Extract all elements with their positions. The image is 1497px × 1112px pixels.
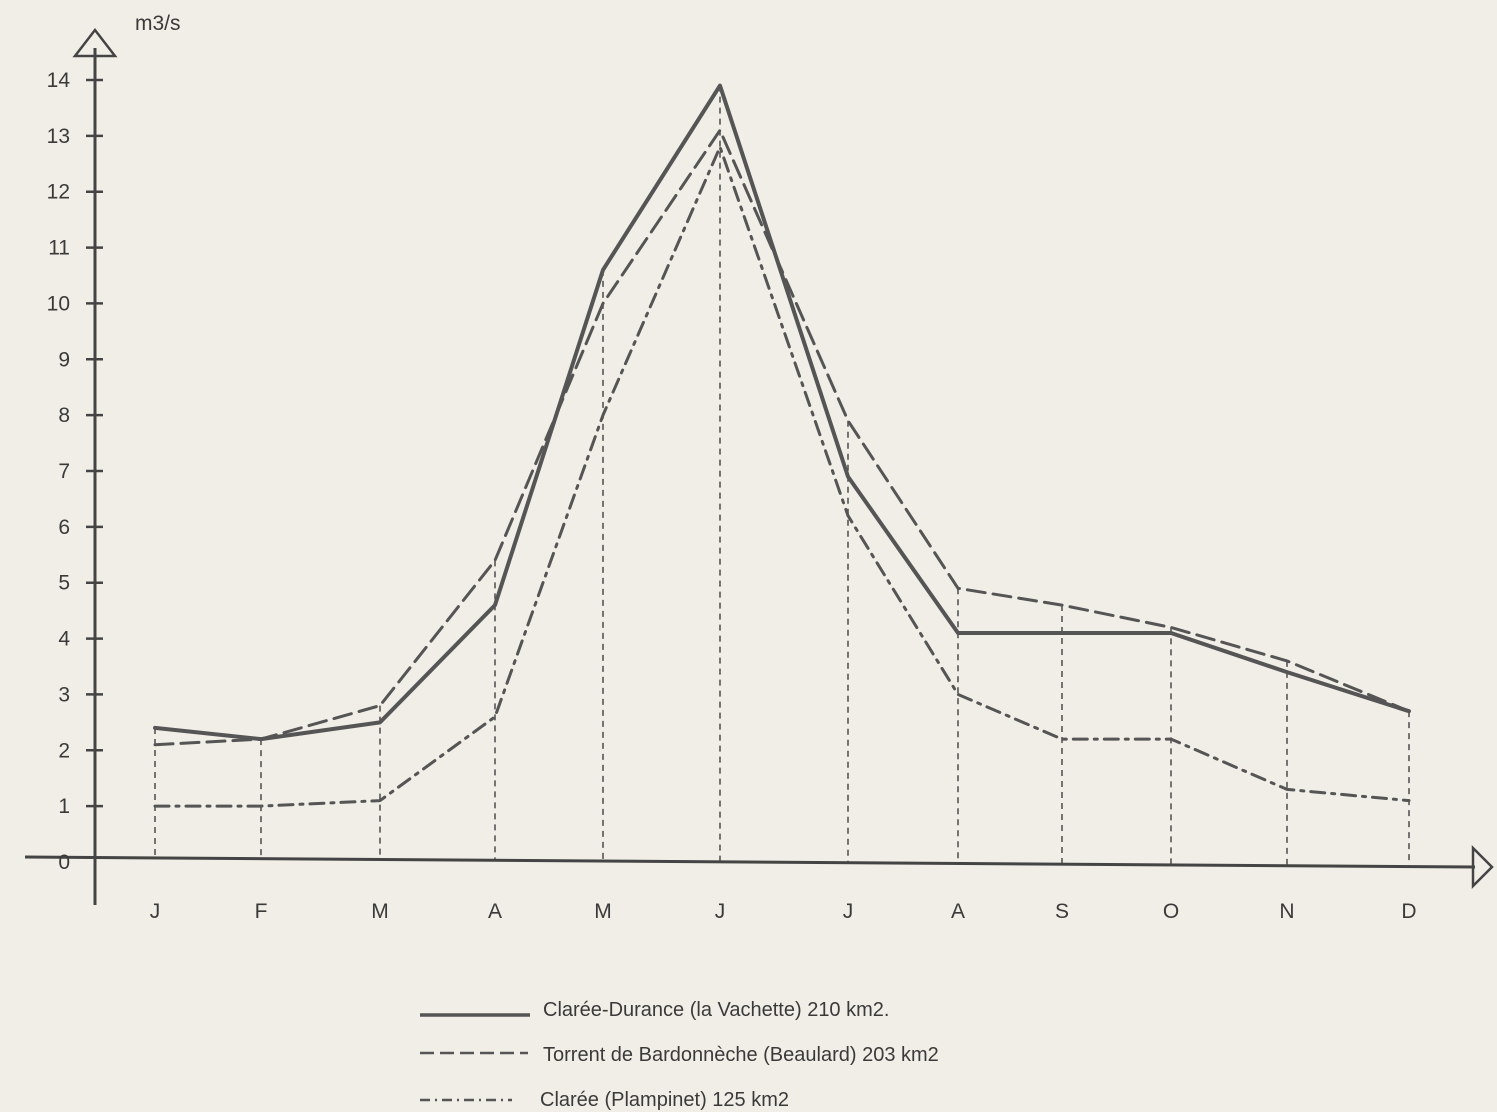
- x-tick-label: M: [594, 900, 612, 923]
- y-tick-label: 7: [58, 460, 70, 483]
- y-tick-label: 13: [47, 125, 70, 148]
- x-tick-label: M: [371, 900, 389, 923]
- legend-label: Clarée (Plampinet) 125 km2: [540, 1089, 789, 1111]
- y-tick-label: 5: [58, 572, 70, 595]
- y-tick-label: 2: [58, 739, 70, 762]
- y-tick-label: 9: [58, 348, 70, 371]
- legend-label: Torrent de Bardonnèche (Beaulard) 203 km…: [543, 1044, 939, 1066]
- x-tick-label: N: [1279, 900, 1294, 923]
- x-tick-label: S: [1055, 900, 1069, 923]
- x-tick-label: D: [1401, 900, 1416, 923]
- series-line-dash-dot: [155, 147, 1409, 806]
- y-tick-label: 3: [58, 683, 70, 706]
- month-drop-lines: [155, 86, 1409, 867]
- legend-label: Clarée-Durance (la Vachette) 210 km2.: [543, 999, 889, 1021]
- legend-entry: Clarée-Durance (la Vachette) 210 km2.: [420, 999, 889, 1021]
- y-tick-label: 10: [47, 292, 70, 315]
- y-tick-label: 14: [47, 69, 71, 92]
- series-line-dashed: [155, 130, 1409, 744]
- x-axis-arrow: [1473, 848, 1492, 886]
- y-tick-label: 6: [58, 516, 70, 539]
- y-axis-unit-label: m3/s: [135, 12, 181, 35]
- x-tick-label: J: [843, 900, 854, 923]
- x-tick-label: O: [1163, 900, 1179, 923]
- x-tick-label: A: [488, 900, 502, 923]
- y-tick-label: 4: [58, 628, 70, 651]
- x-tick-label: A: [951, 900, 965, 923]
- legend-entry: Clarée (Plampinet) 125 km2: [420, 1089, 789, 1111]
- y-tick-label: 0: [58, 851, 70, 874]
- x-tick-label: J: [150, 900, 161, 923]
- legend: Clarée-Durance (la Vachette) 210 km2. To…: [420, 999, 939, 1111]
- y-tick-label: 1: [58, 795, 70, 818]
- x-tick-label: J: [715, 900, 726, 923]
- y-tick-label: 11: [48, 237, 70, 260]
- legend-entry: Torrent de Bardonnèche (Beaulard) 203 km…: [420, 1044, 939, 1066]
- axes: m3/s: [25, 12, 1492, 905]
- x-axis-line: [25, 857, 1475, 867]
- series-lines: [155, 86, 1409, 807]
- y-tick-label: 12: [47, 181, 70, 204]
- x-tick-label: F: [255, 900, 268, 923]
- y-tick-label: 8: [58, 404, 70, 427]
